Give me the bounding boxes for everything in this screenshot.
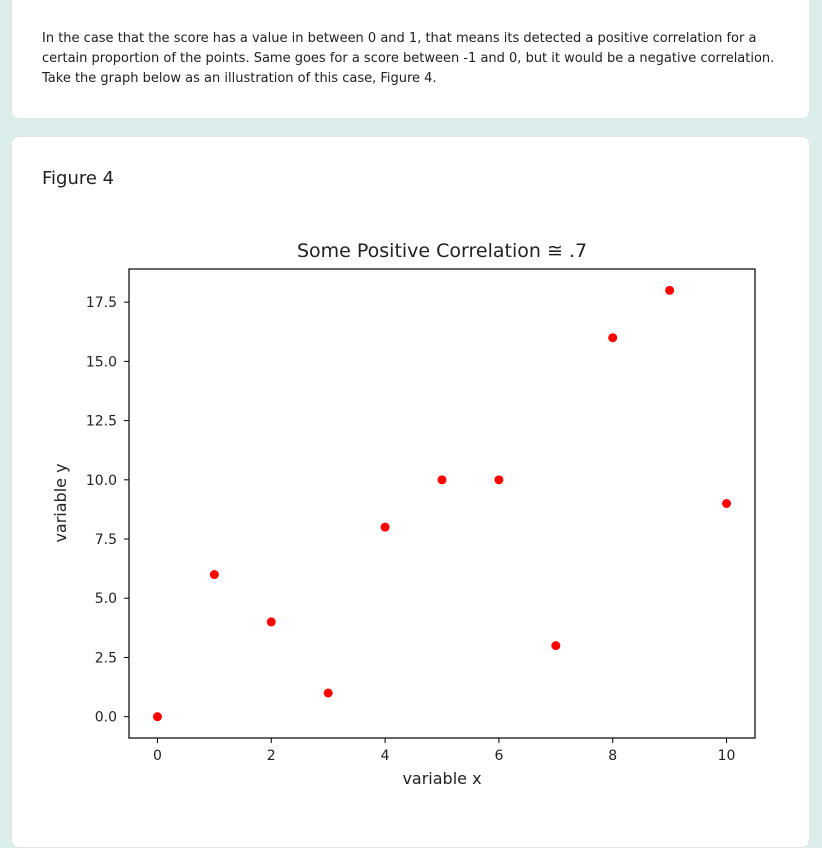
- y-tick-label: 10.0: [86, 473, 117, 489]
- y-tick-label: 0.0: [95, 710, 117, 726]
- data-point: [608, 333, 618, 343]
- x-tick-label: 6: [494, 748, 503, 764]
- x-tick-label: 4: [381, 748, 390, 764]
- y-tick-label: 15.0: [86, 354, 117, 370]
- chart-title: Some Positive Correlation ≅ .7: [297, 240, 587, 262]
- description-card: In the case that the score has a value i…: [11, 0, 810, 119]
- data-point: [722, 499, 732, 508]
- x-axis-label: variable x: [402, 769, 481, 788]
- description-text: In the case that the score has a value i…: [42, 31, 775, 86]
- figure-title: Figure 4: [42, 168, 115, 189]
- y-tick-label: 17.5: [86, 295, 117, 311]
- y-tick-label: 5.0: [95, 591, 117, 607]
- y-tick-label: 2.5: [95, 650, 117, 666]
- data-point: [380, 522, 390, 532]
- data-point: [266, 617, 276, 627]
- x-tick-label: 2: [267, 748, 276, 764]
- data-point: [437, 475, 447, 485]
- data-points: [152, 285, 732, 722]
- x-tick-label: 8: [608, 748, 617, 764]
- data-point: [209, 570, 219, 580]
- data-point: [665, 285, 675, 295]
- x-axis-ticks: 0 2 4 6 8 10: [153, 738, 735, 764]
- y-tick-label: 7.5: [95, 532, 117, 548]
- data-point: [152, 712, 162, 722]
- data-point: [323, 688, 333, 698]
- plot-area: [128, 268, 756, 739]
- y-axis-ticks: 0.0 2.5 5.0 7.5 10.0 12.5 15.0 17.5: [86, 295, 129, 726]
- y-axis-label: variable y: [51, 463, 70, 542]
- x-tick-label: 10: [718, 748, 736, 764]
- x-tick-label: 0: [153, 748, 162, 764]
- y-tick-label: 12.5: [86, 414, 117, 430]
- data-point: [494, 475, 504, 485]
- data-point: [551, 641, 561, 651]
